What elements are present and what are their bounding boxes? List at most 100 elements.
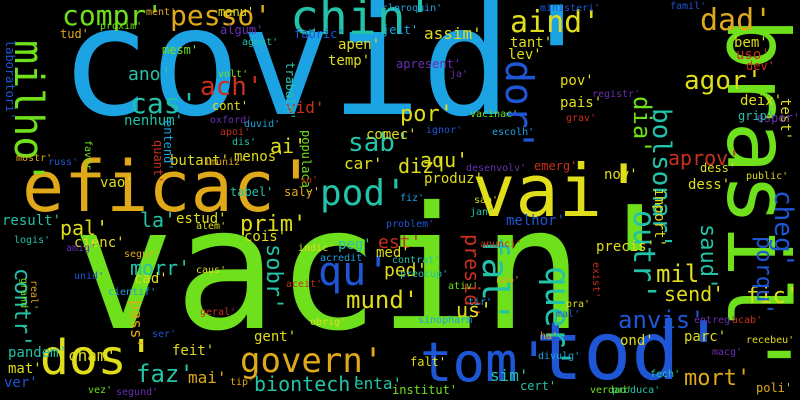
word: russ' xyxy=(48,157,79,168)
word: ped' xyxy=(384,260,428,281)
word: vai' xyxy=(472,149,646,233)
word: recebeu' xyxy=(746,335,795,346)
word: sinopharm xyxy=(418,315,473,326)
word: favor' xyxy=(82,140,93,177)
word: feit' xyxy=(172,343,215,359)
word: nao' xyxy=(496,275,521,286)
word: dos' xyxy=(40,330,156,386)
word: cois' xyxy=(244,229,287,245)
word: unid' xyxy=(74,271,105,282)
word: presid' xyxy=(460,234,484,319)
word: verdad' xyxy=(590,385,633,396)
word: aprov' xyxy=(668,146,741,170)
word: ment' xyxy=(146,7,177,18)
word: mai' xyxy=(188,368,227,387)
word: mil xyxy=(656,260,700,288)
word: ha' xyxy=(540,331,559,342)
word: preocup' xyxy=(400,269,449,280)
word: dev' xyxy=(746,59,775,73)
word: acredit' xyxy=(320,253,369,264)
word: send' xyxy=(664,282,725,306)
word: nov' xyxy=(604,167,638,183)
word: apresent' xyxy=(396,57,462,71)
word: dor' xyxy=(497,60,541,152)
word: apoi' xyxy=(220,127,251,138)
word: tip' xyxy=(230,377,255,388)
word: pandem' xyxy=(8,345,68,361)
word: est' xyxy=(378,232,422,253)
word: indic' xyxy=(298,243,335,254)
word: parc' xyxy=(684,329,727,345)
word: aind' xyxy=(510,5,601,40)
word: cert' xyxy=(520,379,557,393)
word: entreg' xyxy=(694,315,737,326)
word: jeit' xyxy=(382,23,419,37)
word: dis' xyxy=(232,137,257,148)
word: imuniz' xyxy=(204,157,247,168)
word: sim' xyxy=(490,366,529,385)
word: pal' xyxy=(60,216,109,240)
word: chin' xyxy=(290,0,435,46)
word: public' xyxy=(746,171,789,182)
word: divulg' xyxy=(538,351,581,362)
word: amig' xyxy=(66,243,97,254)
word: fabric' xyxy=(294,27,345,41)
word: duvid' xyxy=(244,119,281,130)
word: sao' xyxy=(474,195,499,206)
word: mal' xyxy=(556,309,581,320)
word: agor' xyxy=(684,66,763,96)
word: aqu' xyxy=(420,148,469,172)
word: diz' xyxy=(398,154,447,178)
word: ministeri' xyxy=(540,3,601,14)
word: pov' xyxy=(560,73,594,89)
word: segund' xyxy=(116,387,159,398)
word: cont' xyxy=(212,99,249,113)
word: mesm' xyxy=(162,43,199,57)
word: tir' xyxy=(468,297,493,308)
word: qu' xyxy=(318,249,391,295)
word: fiz' xyxy=(400,193,425,204)
word: sab' xyxy=(348,128,411,158)
word: ativ' xyxy=(448,281,479,292)
word: covid' xyxy=(60,0,602,150)
word: anvis' xyxy=(618,306,705,334)
word: tabel' xyxy=(230,185,274,199)
word: morr' xyxy=(130,256,191,280)
word: saly' xyxy=(284,185,321,199)
word: quant' xyxy=(151,140,165,184)
word: manu' xyxy=(218,5,255,19)
word: import' xyxy=(651,188,667,248)
word: populaca' xyxy=(299,130,313,196)
word: tud' xyxy=(60,27,89,41)
word: govern' xyxy=(240,341,384,381)
word: produca' xyxy=(612,385,661,396)
word: pra' xyxy=(566,299,591,310)
word: ach' xyxy=(200,72,263,102)
word: contr' xyxy=(9,268,34,348)
word: grand' xyxy=(18,278,29,315)
word: alem' xyxy=(196,221,227,232)
word: trabalh' xyxy=(283,62,297,120)
word: problem' xyxy=(386,219,435,230)
word: saud' xyxy=(695,224,720,291)
word: poli' xyxy=(756,381,793,395)
word: mund' xyxy=(346,286,419,314)
word: proxim' xyxy=(100,21,143,32)
word: obrig' xyxy=(310,317,347,328)
word: mort' xyxy=(684,366,751,391)
word: butant' xyxy=(170,153,230,169)
word: mostr' xyxy=(16,153,53,164)
word: tant' xyxy=(510,35,553,51)
word: so' xyxy=(300,175,319,186)
word: bem' xyxy=(734,35,768,51)
word: faz' xyxy=(136,360,194,388)
word: ver' xyxy=(4,375,38,391)
word: melhor' xyxy=(506,213,566,229)
word: cas' xyxy=(130,87,198,120)
word: med' xyxy=(376,245,410,261)
word: mat' xyxy=(8,361,42,377)
word: produz' xyxy=(424,171,484,187)
word: brasil' xyxy=(707,18,800,381)
word: gent' xyxy=(254,329,297,345)
word: esper' xyxy=(756,111,800,125)
